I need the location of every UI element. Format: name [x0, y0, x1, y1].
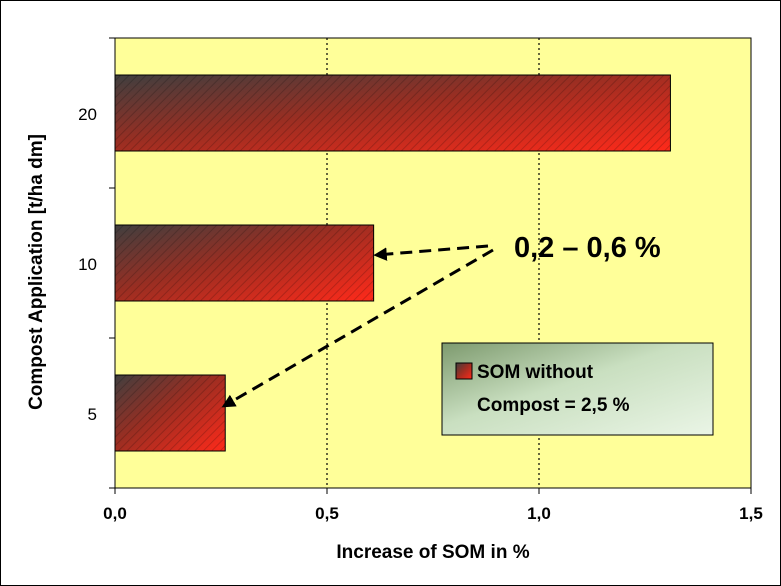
x-tick-label: 1,5: [739, 504, 763, 523]
tick-labels: 0,0 0,5 1,0 1,5 5 10 20: [78, 105, 763, 523]
annotation-text: 0,2 – 0,6 %: [514, 232, 661, 264]
legend-swatch: [455, 362, 473, 380]
bar-hatch-20: [115, 75, 671, 151]
bars: [114, 74, 671, 452]
y-tick-label: 5: [88, 405, 97, 424]
bar-hatch-5: [115, 375, 226, 451]
annotation-arrow-5: [221, 248, 494, 408]
x-tick-label: 0,5: [315, 504, 339, 523]
annotation: 0,2 – 0,6 %: [221, 232, 661, 408]
x-axis-title: Increase of SOM in %: [336, 542, 529, 563]
x-tick-label: 1,0: [527, 504, 551, 523]
bar-hatch-10: [115, 225, 374, 301]
y-tick-label: 10: [78, 255, 97, 274]
y-axis-title: Compost Application [t/ha dm]: [26, 134, 47, 410]
legend-label-line-1: SOM without: [477, 362, 594, 383]
legend: SOM without Compost = 2,5 %: [441, 342, 714, 436]
y-tick-label: 20: [78, 105, 97, 124]
legend-label-line-2: Compost = 2,5 %: [477, 395, 630, 416]
axis-ticks: [109, 37, 752, 494]
legend-box: [441, 342, 714, 436]
x-tick-label: 0,0: [103, 504, 127, 523]
